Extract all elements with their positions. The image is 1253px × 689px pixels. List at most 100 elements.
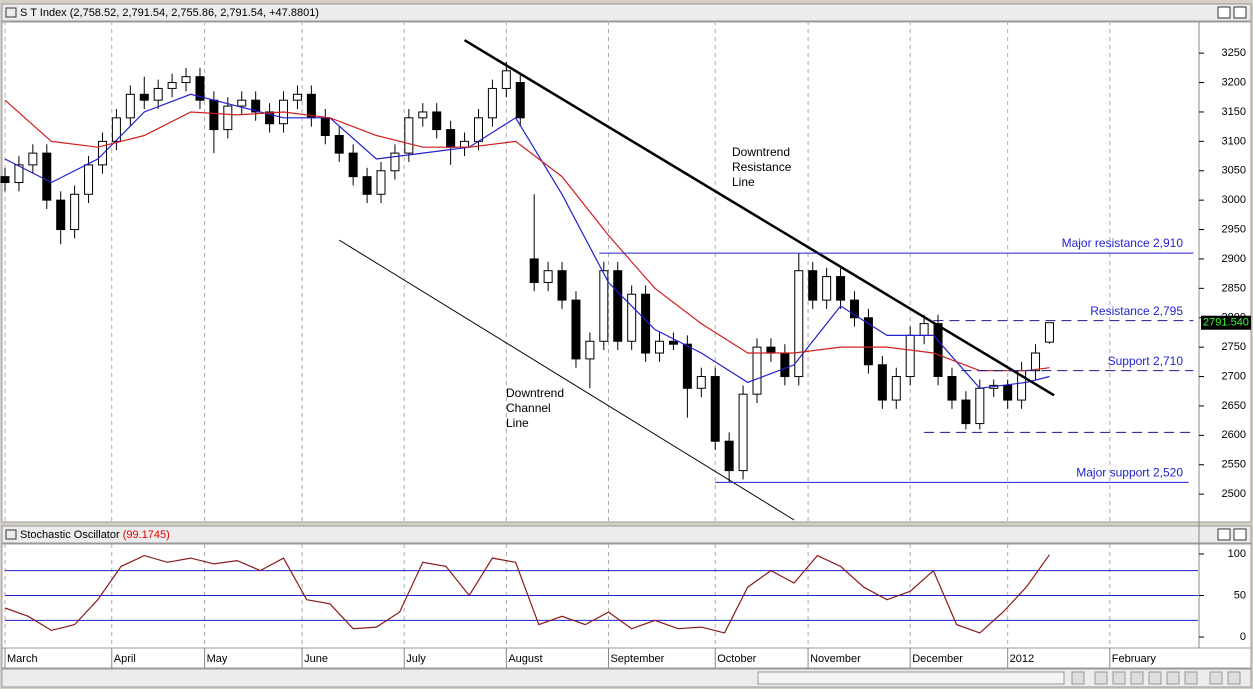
y-tick-label: 2600	[1222, 429, 1246, 441]
y-tick-label: 100	[1228, 548, 1246, 560]
candle-body	[390, 152, 400, 172]
candle-body	[404, 117, 414, 154]
candle-body	[599, 270, 609, 342]
candle-body	[543, 270, 553, 283]
annotation: Line	[732, 175, 755, 189]
candle-body	[167, 82, 177, 89]
level-label: Major resistance 2,910	[1062, 236, 1184, 250]
candle-body	[1031, 352, 1041, 372]
indicator-line	[4, 554, 1050, 634]
close-button[interactable]	[1233, 528, 1247, 541]
candle-body	[975, 387, 985, 425]
candle-body	[209, 99, 219, 131]
stoch-current: (99.1745)	[123, 529, 170, 541]
candle-body	[14, 164, 24, 184]
x-tick-label: May	[207, 653, 228, 665]
candle-body	[418, 111, 428, 119]
candle-body	[84, 164, 94, 195]
last-price-box	[1201, 315, 1251, 330]
x-tick-label: June	[304, 653, 328, 665]
tool-button[interactable]	[1112, 671, 1126, 685]
candle-body	[70, 193, 80, 231]
y-tick-label: 3100	[1222, 135, 1246, 147]
candle-body	[808, 270, 818, 301]
candle-body	[111, 117, 121, 142]
level-label: Support 2,710	[1108, 354, 1184, 368]
candle-body	[696, 376, 706, 389]
tool-button[interactable]	[1209, 671, 1223, 685]
y-tick-label: 2650	[1222, 400, 1246, 412]
candle-body	[348, 152, 358, 178]
candle-body	[376, 170, 386, 195]
tool-button[interactable]	[1071, 671, 1085, 685]
last-price-label: 2791.540	[1203, 317, 1249, 329]
x-tick-label: December	[912, 653, 963, 665]
candle-body	[794, 270, 804, 378]
tool-button[interactable]	[1094, 671, 1108, 685]
level-label: Resistance 2,795	[1090, 304, 1183, 318]
candle-body	[515, 82, 525, 119]
candle-body	[0, 176, 10, 184]
candle-body	[432, 111, 442, 131]
candle-body	[682, 343, 692, 389]
tool-button[interactable]	[1148, 671, 1162, 685]
y-tick-label: 2500	[1222, 488, 1246, 500]
toolbar-buttons	[1071, 671, 1241, 685]
x-tick-label: November	[810, 653, 861, 665]
candle-body	[613, 270, 623, 342]
y-tick-label: 50	[1234, 589, 1246, 601]
candle-body	[501, 70, 511, 89]
tool-button[interactable]	[1227, 671, 1241, 685]
y-tick-label: 3200	[1222, 76, 1246, 88]
y-tick-label: 3000	[1222, 194, 1246, 206]
candle-body	[306, 93, 316, 119]
y-tick-label: 0	[1240, 631, 1246, 643]
tool-button[interactable]	[1130, 671, 1144, 685]
candle-body	[153, 87, 163, 101]
y-tick-label: 2900	[1222, 253, 1246, 265]
candle-body	[265, 111, 275, 125]
stoch-title-bar	[1, 525, 1252, 544]
candle-body	[487, 87, 497, 119]
candle-body	[446, 129, 456, 148]
tool-button[interactable]	[1166, 671, 1180, 685]
candle-body	[195, 76, 205, 101]
candle-body	[529, 258, 539, 283]
scrollbar[interactable]	[757, 671, 1065, 685]
candle-body	[627, 293, 637, 342]
candle-body	[251, 99, 261, 113]
tool-button[interactable]	[1184, 671, 1198, 685]
indicator-line	[4, 93, 1050, 389]
candle-body	[668, 340, 678, 345]
candle-body	[125, 93, 135, 119]
candle-body	[836, 276, 846, 301]
maximize-button[interactable]	[1217, 528, 1231, 541]
candle-body	[919, 323, 929, 336]
candle-body	[877, 364, 887, 401]
stoch-name: Stochastic Oscillator	[20, 529, 120, 541]
candle-body	[473, 117, 483, 142]
y-tick-label: 3150	[1222, 106, 1246, 118]
indicator-line	[4, 99, 1050, 372]
price-pane	[1, 21, 1252, 523]
annotation: Channel	[506, 401, 551, 415]
y-tick-label: 3050	[1222, 165, 1246, 177]
y-tick-label: 2950	[1222, 223, 1246, 235]
annotation: Resistance	[732, 160, 792, 174]
candle-body	[460, 140, 470, 148]
y-tick-label: 2700	[1222, 370, 1246, 382]
candle-body	[320, 117, 330, 136]
candle-body	[780, 352, 790, 378]
close-button[interactable]	[1233, 6, 1247, 19]
candle-body	[1003, 384, 1013, 401]
x-tick-label: October	[717, 653, 756, 665]
x-tick-label: April	[114, 653, 136, 665]
candle-body	[334, 134, 344, 154]
candle-body	[139, 93, 149, 101]
candle-body	[42, 152, 52, 201]
maximize-button[interactable]	[1217, 6, 1231, 19]
annotation: Downtrend	[506, 386, 564, 400]
candle-body	[905, 334, 915, 378]
candle-body	[933, 323, 943, 378]
candle-body	[237, 99, 247, 107]
